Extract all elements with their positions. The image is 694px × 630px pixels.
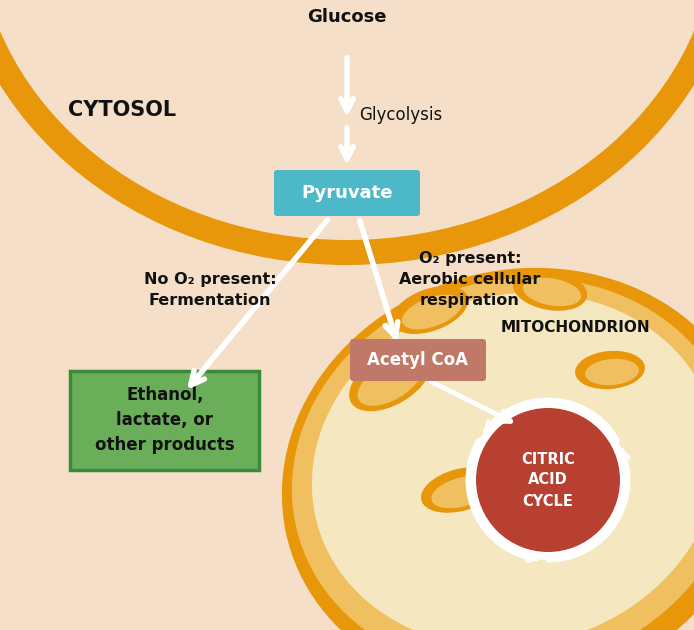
Text: Ethanol,
lactate, or
other products: Ethanol, lactate, or other products	[95, 386, 235, 454]
Ellipse shape	[0, 0, 694, 265]
FancyBboxPatch shape	[350, 339, 486, 381]
Ellipse shape	[432, 476, 493, 508]
Ellipse shape	[513, 269, 587, 311]
Text: O₂ present:
Aerobic cellular
respiration: O₂ present: Aerobic cellular respiration	[399, 251, 541, 309]
Ellipse shape	[0, 0, 694, 240]
Text: Pyruvate: Pyruvate	[301, 184, 393, 202]
Ellipse shape	[540, 443, 604, 481]
Ellipse shape	[523, 278, 581, 306]
Text: Glucose: Glucose	[307, 8, 387, 26]
Text: MITOCHONDRION: MITOCHONDRION	[500, 321, 650, 336]
Ellipse shape	[282, 268, 694, 630]
Ellipse shape	[357, 358, 423, 406]
Ellipse shape	[421, 467, 499, 513]
Text: Glycolysis: Glycolysis	[359, 106, 442, 124]
Text: CYTOSOL: CYTOSOL	[68, 100, 176, 120]
Text: Acetyl CoA: Acetyl CoA	[368, 351, 468, 369]
Ellipse shape	[349, 349, 431, 411]
Circle shape	[476, 408, 620, 552]
Text: No O₂ present:
Fermentation: No O₂ present: Fermentation	[144, 272, 276, 308]
Ellipse shape	[575, 351, 645, 389]
Ellipse shape	[312, 293, 694, 630]
Ellipse shape	[530, 434, 611, 486]
FancyBboxPatch shape	[71, 370, 260, 469]
Ellipse shape	[292, 278, 694, 630]
Ellipse shape	[391, 286, 468, 334]
Text: CITRIC
ACID
CYCLE: CITRIC ACID CYCLE	[521, 452, 575, 508]
Ellipse shape	[585, 359, 639, 385]
Ellipse shape	[402, 295, 462, 329]
Circle shape	[468, 400, 628, 560]
FancyBboxPatch shape	[274, 170, 420, 216]
